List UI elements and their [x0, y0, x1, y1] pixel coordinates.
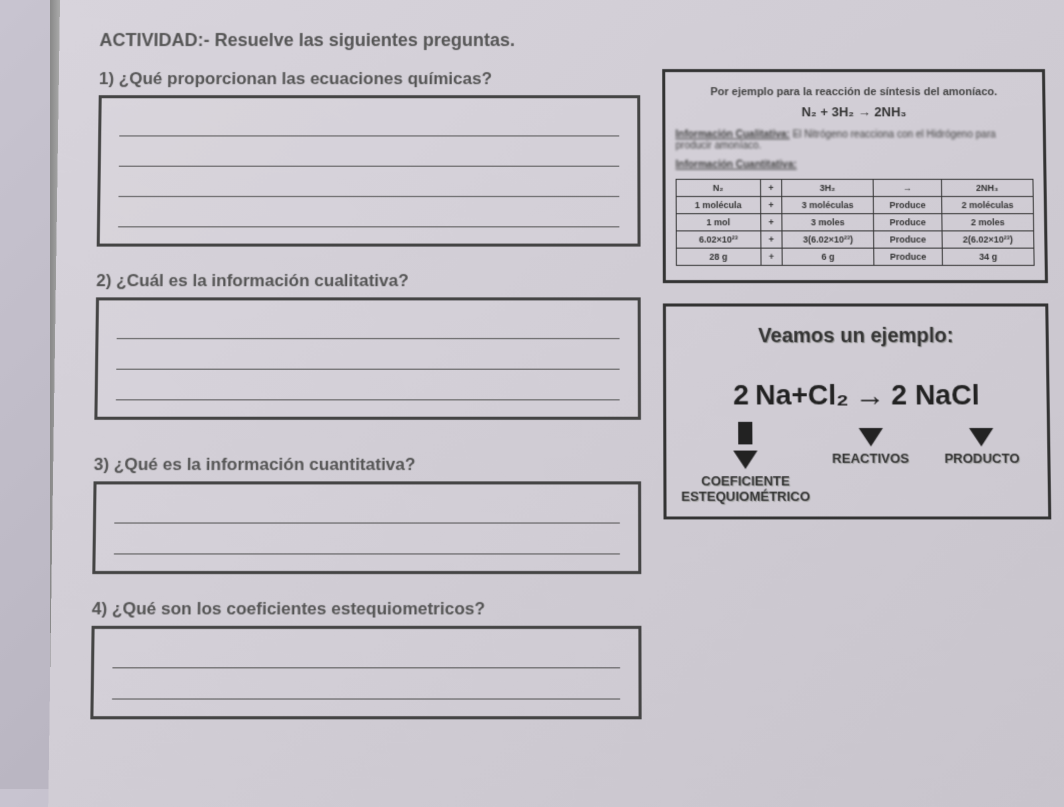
answer-box-1 [97, 95, 641, 246]
blank-line [112, 641, 620, 668]
content-row: 1) ¿Qué proporcionan las ecuaciones quím… [90, 69, 1054, 728]
info-intro: Por ejemplo para la reacción de síntesis… [675, 86, 1032, 98]
info-panel: Por ejemplo para la reacción de síntesis… [662, 69, 1048, 283]
left-column: 1) ¿Qué proporcionan las ecuaciones quím… [90, 69, 641, 728]
table-row: 1 molécula + 3 moléculas Produce 2 moléc… [676, 196, 1033, 213]
product-part: 2 NaCl [891, 379, 980, 412]
table-row: 6.02×10²³ + 3(6.02×10²³) Produce 2(6.02×… [676, 231, 1034, 248]
reactivos-label: REACTIVOS [815, 451, 927, 466]
producto-callout: PRODUCTO [931, 422, 1033, 466]
reactants-part: Na+Cl₂ [755, 379, 849, 412]
example-panel: Veamos un ejemplo: 2 Na+Cl₂ → 2 NaCl [663, 303, 1051, 519]
coef-callout: COEFICIENTE ESTEQUIOMÉTRICO [681, 422, 810, 504]
arrow-icon: → [855, 379, 886, 414]
blank-line [116, 343, 619, 370]
blank-line [114, 497, 620, 524]
table-row: 1 mol + 3 moles Produce 2 moles [676, 214, 1033, 231]
info-cualitativa: Información Cualitativa: El Nitrógeno re… [675, 129, 1033, 151]
answer-box-3 [92, 481, 641, 574]
blank-line [117, 313, 620, 339]
question-1: 1) ¿Qué proporcionan las ecuaciones quím… [99, 69, 640, 89]
question-3: 3) ¿Qué es la información cuantitativa? [94, 455, 641, 476]
arrow-down-icon [858, 428, 882, 446]
blank-line [119, 140, 619, 166]
info-formula: N₂ + 3H₂ → 2NH₃ [675, 104, 1032, 119]
table-row: 28 g + 6 g Produce 34 g [676, 248, 1034, 265]
producto-label: PRODUCTO [931, 451, 1033, 466]
blank-line [114, 528, 620, 555]
arrow-down-icon [969, 428, 994, 446]
blank-line [118, 201, 619, 227]
blank-line [118, 171, 619, 197]
activity-header: ACTIVIDAD:- Resuelve las siguientes preg… [99, 30, 1044, 51]
coef-label: COEFICIENTE ESTEQUIOMÉTRICO [681, 473, 810, 504]
blank-line [116, 374, 620, 401]
coef-part: 2 [733, 379, 749, 412]
example-title: Veamos un ejemplo: [678, 325, 1034, 348]
answer-box-4 [90, 626, 641, 720]
blank-line [119, 110, 619, 136]
table-row: N₂ + 3H₂ → 2NH₃ [676, 179, 1033, 196]
answer-box-2 [94, 297, 641, 419]
blank-line [112, 673, 620, 700]
arrow-down-icon [733, 451, 757, 469]
reactivos-callout: REACTIVOS [815, 422, 927, 466]
info-table: N₂ + 3H₂ → 2NH₃ 1 molécula + 3 moléculas… [676, 179, 1035, 266]
question-2: 2) ¿Cuál es la información cualitativa? [96, 271, 641, 291]
question-4: 4) ¿Qué son los coeficientes estequiomet… [92, 599, 642, 620]
equation: 2 Na+Cl₂ → 2 NaCl [678, 379, 1034, 414]
worksheet-page: ACTIVIDAD:- Resuelve las siguientes preg… [48, 0, 1064, 807]
info-cuantitativa-label: Información Cuantitativa: [676, 160, 1034, 171]
right-column: Por ejemplo para la reacción de síntesis… [662, 69, 1054, 728]
arrow-down-icon [738, 422, 752, 445]
